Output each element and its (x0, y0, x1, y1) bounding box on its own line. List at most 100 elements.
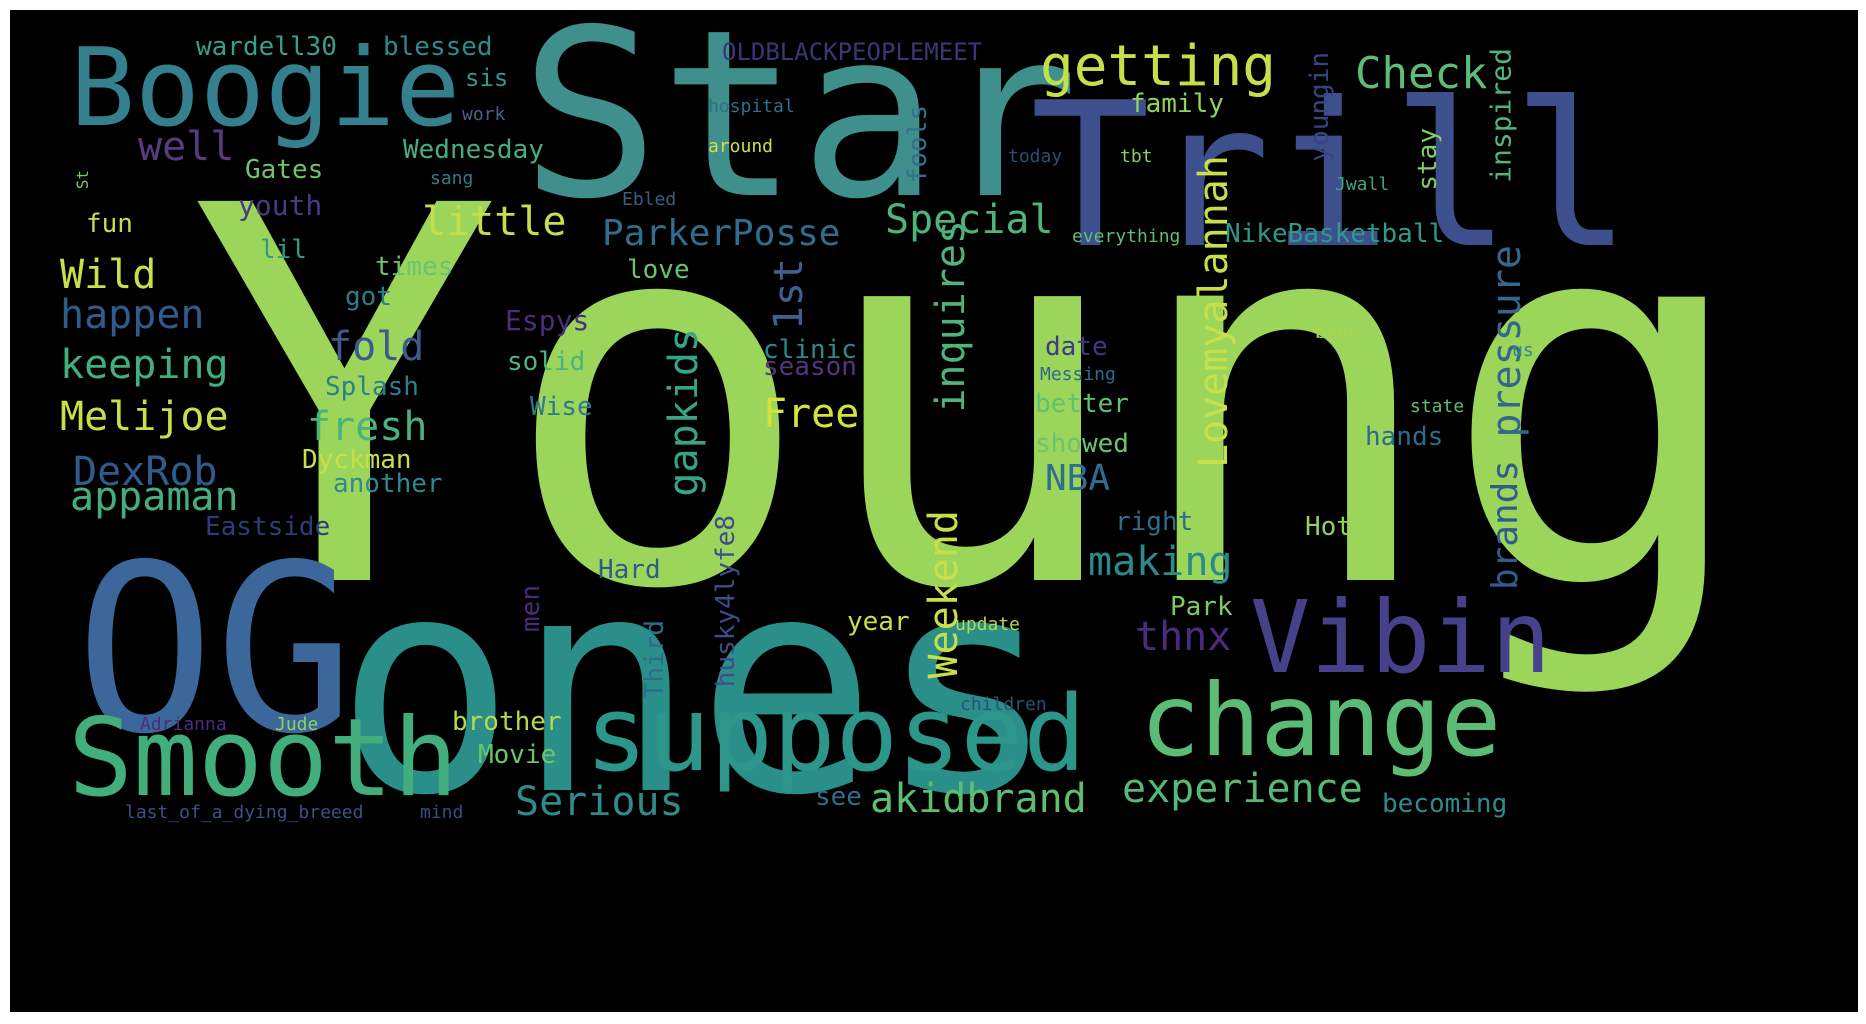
cloud-word: Ebled (622, 189, 676, 210)
cloud-word: Lovemyalannah (1191, 155, 1237, 468)
cloud-word: Trill (1030, 60, 1632, 293)
cloud-word: fresh (307, 404, 427, 450)
cloud-word: fold (328, 324, 424, 370)
cloud-word: gapkids (661, 328, 707, 497)
cloud-word: happen (60, 292, 205, 338)
cloud-word: youngin (1305, 52, 1335, 162)
cloud-word: Free (763, 391, 859, 437)
cloud-word: bros (1315, 322, 1358, 343)
cloud-word: men (516, 585, 546, 632)
cloud-word: pressure (1484, 245, 1530, 438)
cloud-word: tbt (1120, 146, 1153, 167)
cloud-word: NikeBasketball (1225, 219, 1444, 249)
cloud-word: around (708, 136, 773, 157)
cloud-word: making (1088, 539, 1233, 585)
cloud-word: right (1115, 507, 1193, 537)
cloud-word: today (1008, 146, 1062, 167)
cloud-word: lil (260, 235, 307, 265)
cloud-word: showed (1035, 429, 1129, 459)
cloud-word: fun (86, 209, 133, 239)
cloud-word: 1st (766, 258, 812, 330)
cloud-word: brother (452, 707, 562, 737)
cloud-word: Dyckman (302, 445, 412, 475)
cloud-word: experience (1122, 766, 1363, 812)
cloud-word: mind (420, 802, 463, 823)
cloud-word: Park (1170, 592, 1233, 622)
cloud-word: Wild (60, 252, 156, 298)
cloud-word: NBA (1045, 458, 1110, 499)
cloud-word: Eastside (205, 512, 330, 542)
cloud-word: hospital (708, 96, 795, 117)
cloud-word: state (1410, 396, 1464, 417)
cloud-word: Third (640, 620, 670, 698)
cloud-word: solid (507, 347, 585, 377)
cloud-word: love (627, 255, 690, 285)
cloud-word: thnx (1135, 614, 1231, 660)
cloud-word: Movie (478, 740, 556, 770)
cloud-word: Jude (275, 714, 318, 735)
cloud-word: getting (1040, 34, 1276, 99)
cloud-word: Smooth (68, 696, 458, 821)
cloud-word: children (960, 694, 1047, 715)
cloud-word: sis (465, 64, 508, 92)
cloud-word: Hot (1305, 512, 1352, 542)
cloud-word: times (375, 252, 453, 282)
cloud-word: clinic (763, 335, 857, 365)
cloud-word: well (138, 124, 234, 170)
cloud-word: OLDBLACKPEOPLEMEET (722, 38, 982, 66)
cloud-word: inquires (928, 220, 974, 413)
cloud-word: supposed (585, 673, 1086, 795)
cloud-word: fools (903, 105, 933, 183)
cloud-word: ones (335, 512, 1057, 861)
cloud-word: last_of_a_dying_breeed (125, 802, 363, 823)
cloud-word: Star (520, 10, 1079, 250)
cloud-word: Melijoe (60, 394, 229, 440)
cloud-word: Vibin (1250, 579, 1551, 696)
cloud-word: Splash (325, 372, 419, 402)
cloud-word: Special (885, 197, 1054, 243)
cloud-word: Gates (245, 155, 323, 185)
cloud-word: hands (1365, 422, 1443, 452)
cloud-word: see (815, 782, 862, 812)
cloud-word: better (1035, 389, 1129, 419)
cloud-word: another (333, 469, 443, 499)
cloud-word: update (955, 614, 1020, 635)
cloud-word: St (73, 170, 92, 189)
cloud-word: appaman (70, 474, 239, 520)
cloud-word: wardell30 (196, 32, 337, 62)
cloud-word: OG (75, 515, 354, 785)
cloud-word: everything (1072, 226, 1180, 247)
cloud-word: becoming (1382, 789, 1507, 819)
cloud-word: date (1045, 332, 1108, 362)
cloud-word: Wise (530, 392, 593, 422)
cloud-word: Espys (505, 304, 589, 337)
cloud-word: Boogie (70, 26, 460, 151)
cloud-word: youth (238, 189, 322, 222)
cloud-word: brands (1485, 460, 1526, 590)
cloud-word: Check (1355, 48, 1487, 99)
cloud-word: Wednesday (403, 135, 544, 165)
cloud-word: inspired (1484, 48, 1517, 183)
cloud-word: family (1130, 89, 1224, 119)
cloud-word: Young (188, 97, 1753, 703)
cloud-word: work (462, 104, 506, 125)
cloud-word: season (763, 352, 857, 382)
cloud-word: ParkerPosse (602, 213, 840, 254)
cloud-word: Messing (1040, 364, 1116, 385)
cloud-word: Adrianna (140, 714, 227, 735)
cloud-word: keeping (60, 342, 229, 388)
cloud-word: little (422, 199, 567, 245)
cloud-word: akidbrand (870, 776, 1087, 822)
cloud-word: blessed (383, 32, 493, 62)
cloud-word: us (1512, 340, 1534, 361)
cloud-word: Jwall (1335, 174, 1389, 195)
cloud-word: got (345, 282, 392, 312)
cloud-word: Weekend (921, 510, 967, 679)
cloud-word: Serious (515, 779, 684, 825)
cloud-word: Hard (598, 555, 661, 585)
cloud-word: change (1140, 662, 1501, 779)
cloud-word: sang (430, 168, 473, 189)
word-cloud: Young Star Trill ones OG Boogie Smooth supposed… (10, 10, 1858, 1012)
cloud-word: stay (1413, 128, 1443, 191)
